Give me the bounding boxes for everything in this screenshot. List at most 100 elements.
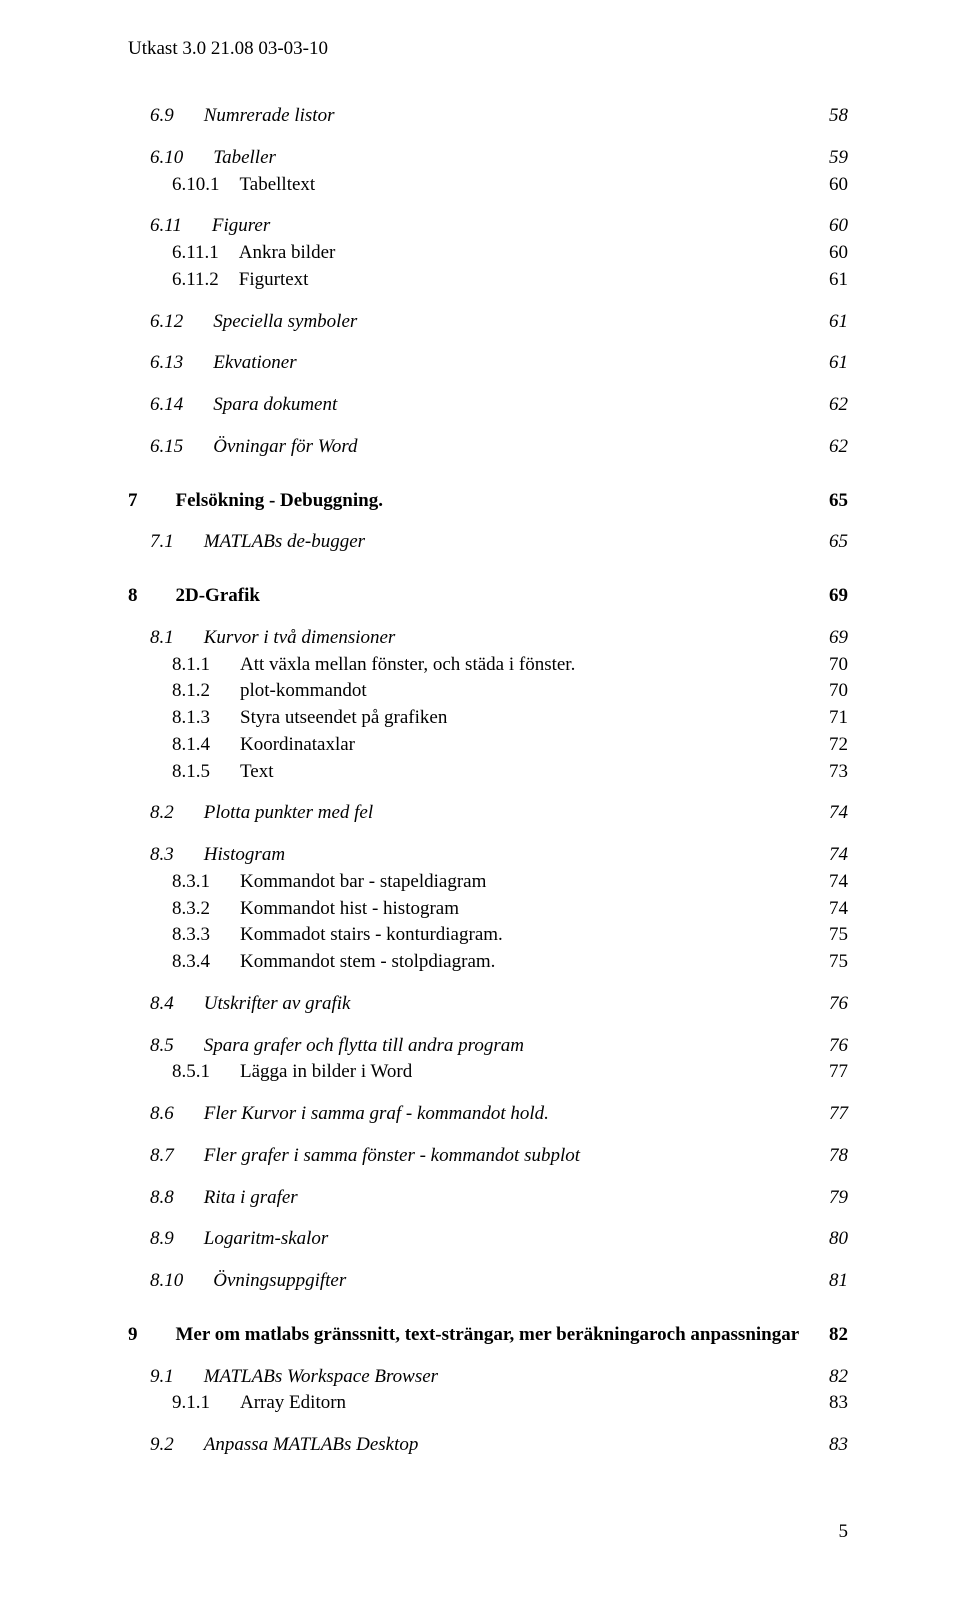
toc-number: 6.10.1 bbox=[172, 173, 220, 197]
page-header: Utkast 3.0 21.08 03-03-10 bbox=[128, 38, 848, 60]
toc-page: 74 bbox=[818, 843, 848, 867]
toc-page: 72 bbox=[818, 733, 848, 757]
toc-page: 61 bbox=[818, 310, 848, 334]
toc-number: 8.3.1 bbox=[172, 870, 210, 894]
toc-number: 8.10 bbox=[150, 1269, 183, 1293]
toc-row-left: 8.1.3Styra utseendet på grafiken bbox=[128, 706, 818, 730]
toc-number: 8.9 bbox=[150, 1227, 174, 1251]
toc-number: 9.1 bbox=[150, 1365, 174, 1389]
toc-title: Övningar för Word bbox=[213, 435, 357, 459]
toc-number: 8.3.4 bbox=[172, 950, 210, 974]
toc-page: 81 bbox=[818, 1269, 848, 1293]
toc-page: 60 bbox=[818, 173, 848, 197]
toc-row-left: 8.8 Rita i grafer bbox=[128, 1186, 818, 1210]
toc-row: 8.10 Övningsuppgifter 81 bbox=[128, 1269, 848, 1293]
toc-row-left: 8.5.1Lägga in bilder i Word bbox=[128, 1060, 818, 1084]
toc-page: 83 bbox=[818, 1391, 848, 1415]
toc-title: Speciella symboler bbox=[213, 310, 357, 334]
toc-row-left: 9Mer om matlabs gränssnitt, text-stränga… bbox=[128, 1323, 818, 1347]
toc-page: 74 bbox=[818, 870, 848, 894]
toc-title: Plotta punkter med fel bbox=[204, 801, 373, 825]
toc-title: Logaritm-skalor bbox=[204, 1227, 329, 1251]
toc-number: 7 bbox=[128, 489, 138, 513]
toc-row-left: 6.15Övningar för Word bbox=[128, 435, 818, 459]
toc-title: Rita i grafer bbox=[204, 1186, 298, 1210]
toc-row: 6.15Övningar för Word62 bbox=[128, 435, 848, 459]
toc-row: 7.1MATLABs de-bugger65 bbox=[128, 530, 848, 554]
toc-number: 8.3.3 bbox=[172, 923, 210, 947]
toc-title: Ekvationer bbox=[213, 351, 296, 375]
toc-title: Histogram bbox=[204, 843, 285, 867]
toc-number: 8.3 bbox=[150, 843, 174, 867]
toc-number: 6.11.1 bbox=[172, 241, 219, 265]
toc-row-left: 8.3.3Kommadot stairs - konturdiagram. bbox=[128, 923, 818, 947]
toc-title: Figurer bbox=[212, 214, 270, 238]
toc-number: 8.1.4 bbox=[172, 733, 210, 757]
toc-row: 6.10.1Tabelltext60 bbox=[128, 173, 848, 197]
toc-row-left: 82D-Grafik bbox=[128, 584, 818, 608]
toc-page: 77 bbox=[818, 1060, 848, 1084]
toc-row: 8.2Plotta punkter med fel74 bbox=[128, 801, 848, 825]
document-page: Utkast 3.0 21.08 03-03-10 6.9Numrerade l… bbox=[0, 0, 960, 1605]
toc-title: MATLABs de-bugger bbox=[204, 530, 365, 554]
toc-title: Kurvor i två dimensioner bbox=[204, 626, 396, 650]
toc-row-left: 8.7Fler grafer i samma fönster - kommand… bbox=[128, 1144, 818, 1168]
toc-number: 7.1 bbox=[150, 530, 174, 554]
toc-page: 61 bbox=[818, 351, 848, 375]
toc-title: Att växla mellan fönster, och städa i fö… bbox=[240, 653, 575, 677]
toc-row: 8.1.1Att växla mellan fönster, och städa… bbox=[128, 653, 848, 677]
toc-title: plot-kommandot bbox=[240, 679, 367, 703]
toc-row: 8.1.4Koordinataxlar72 bbox=[128, 733, 848, 757]
toc-number: 8.1.5 bbox=[172, 760, 210, 784]
toc-number: 6.14 bbox=[150, 393, 183, 417]
toc-row: 6.10 Tabeller 59 bbox=[128, 146, 848, 170]
toc-row: 8.3 Histogram 74 bbox=[128, 843, 848, 867]
toc-page: 76 bbox=[818, 1034, 848, 1058]
toc-row-left: 8.10 Övningsuppgifter bbox=[128, 1269, 818, 1293]
toc-page: 58 bbox=[818, 104, 848, 128]
toc-row: 8.6Fler Kurvor i samma graf - kommandot … bbox=[128, 1102, 848, 1126]
toc-row-left: 8.4Utskrifter av grafik bbox=[128, 992, 818, 1016]
table-of-contents: 6.9Numrerade listor586.10Tabeller596.10.… bbox=[128, 104, 848, 1457]
toc-row: 9.1.1Array Editorn83 bbox=[128, 1391, 848, 1415]
toc-number: 9.1.1 bbox=[172, 1391, 210, 1415]
toc-title: Felsökning - Debuggning. bbox=[176, 489, 383, 513]
toc-title: Spara grafer och flytta till andra progr… bbox=[204, 1034, 524, 1058]
toc-title: Tabeller bbox=[213, 146, 276, 170]
toc-number: 6.10 bbox=[150, 146, 183, 170]
toc-row-left: 8.1.5 Text bbox=[128, 760, 818, 784]
toc-page: 74 bbox=[818, 801, 848, 825]
toc-row: 9Mer om matlabs gränssnitt, text-stränga… bbox=[128, 1323, 848, 1347]
toc-row-left: 8.3.2Kommandot hist - histogram bbox=[128, 897, 818, 921]
toc-row: 8.5.1Lägga in bilder i Word77 bbox=[128, 1060, 848, 1084]
toc-row: 8.3.2Kommandot hist - histogram74 bbox=[128, 897, 848, 921]
toc-row: 6.11Figurer60 bbox=[128, 214, 848, 238]
toc-number: 6.13 bbox=[150, 351, 183, 375]
toc-row-left: 8.1Kurvor i två dimensioner bbox=[128, 626, 818, 650]
toc-number: 6.9 bbox=[150, 104, 174, 128]
toc-title: Utskrifter av grafik bbox=[204, 992, 351, 1016]
toc-title: Kommandot stem - stolpdiagram. bbox=[240, 950, 495, 974]
page-number: 5 bbox=[839, 1521, 849, 1543]
toc-page: 82 bbox=[818, 1365, 848, 1389]
toc-row: 8.4Utskrifter av grafik76 bbox=[128, 992, 848, 1016]
toc-number: 6.12 bbox=[150, 310, 183, 334]
toc-page: 70 bbox=[818, 679, 848, 703]
toc-row-left: 8.3.4 Kommandot stem - stolpdiagram. bbox=[128, 950, 818, 974]
toc-row-left: 9.1.1Array Editorn bbox=[128, 1391, 818, 1415]
toc-number: 9.2 bbox=[150, 1433, 174, 1457]
toc-page: 65 bbox=[818, 489, 848, 513]
toc-title: Text bbox=[240, 760, 274, 784]
toc-page: 83 bbox=[818, 1433, 848, 1457]
toc-title: Övningsuppgifter bbox=[213, 1269, 346, 1293]
toc-page: 76 bbox=[818, 992, 848, 1016]
toc-page: 77 bbox=[818, 1102, 848, 1126]
toc-title: 2D-Grafik bbox=[176, 584, 260, 608]
toc-number: 8.8 bbox=[150, 1186, 174, 1210]
toc-title: Kommandot bar - stapeldiagram bbox=[240, 870, 486, 894]
toc-number: 6.11.2 bbox=[172, 268, 219, 292]
toc-page: 59 bbox=[818, 146, 848, 170]
toc-page: 73 bbox=[818, 760, 848, 784]
toc-row: 9.2Anpassa MATLABs Desktop83 bbox=[128, 1433, 848, 1457]
toc-number: 8.5 bbox=[150, 1034, 174, 1058]
